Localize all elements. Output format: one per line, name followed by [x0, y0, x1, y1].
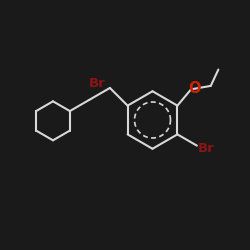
Text: O: O [188, 80, 200, 96]
Text: Br: Br [88, 77, 105, 90]
Text: Br: Br [198, 142, 215, 154]
